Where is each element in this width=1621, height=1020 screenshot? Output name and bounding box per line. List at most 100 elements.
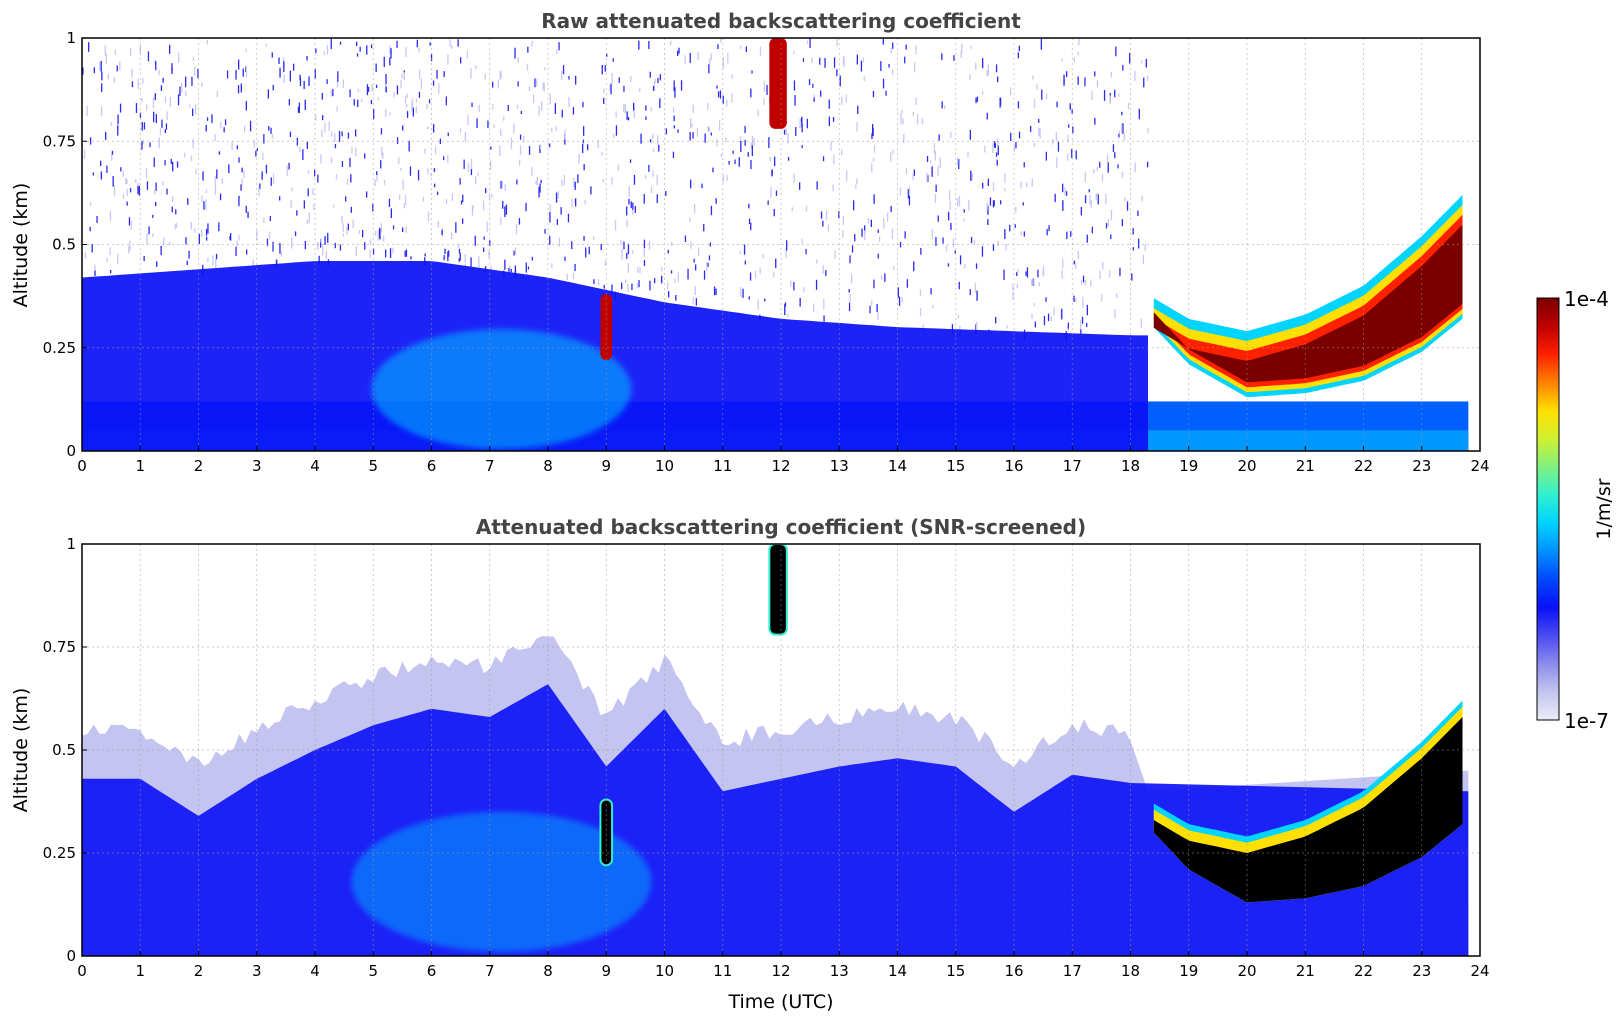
noise-speck (272, 85, 274, 91)
noise-speck (584, 199, 586, 205)
noise-speck (739, 251, 741, 255)
noise-speck (296, 210, 298, 216)
x-tick-label: 16 (1004, 457, 1023, 475)
noise-speck (289, 131, 292, 138)
noise-speck (640, 133, 642, 144)
noise-speck (385, 74, 387, 85)
noise-speck (245, 66, 248, 77)
noise-speck (1090, 279, 1092, 287)
noise-speck (791, 207, 793, 212)
noise-speck (950, 222, 952, 231)
noise-speck (667, 282, 669, 290)
noise-speck (892, 149, 894, 154)
noise-speck (695, 264, 697, 271)
noise-speck (915, 97, 917, 105)
colorbar-min-label: 1e-7 (1564, 709, 1609, 733)
noise-speck (1138, 238, 1140, 249)
noise-speck (1020, 181, 1022, 189)
noise-speck (492, 81, 494, 88)
noise-speck (823, 298, 825, 310)
noise-speck (648, 164, 650, 172)
noise-speck (218, 222, 220, 232)
noise-speck (324, 236, 326, 245)
noise-speck (767, 200, 769, 205)
noise-speck (643, 194, 645, 204)
x-tick-label: 4 (310, 457, 320, 475)
x-tick-label: 5 (368, 962, 378, 980)
noise-speck (627, 283, 629, 292)
noise-speck (901, 296, 903, 303)
noise-speck (130, 220, 132, 230)
noise-speck (757, 299, 759, 310)
noise-speck (793, 173, 795, 184)
noise-speck (648, 241, 651, 250)
noise-speck (261, 171, 263, 180)
noise-speck (751, 70, 753, 74)
noise-speck (899, 187, 902, 196)
noise-speck (1065, 191, 1068, 196)
noise-speck (130, 48, 132, 57)
noise-speck (1138, 108, 1140, 120)
noise-speck (659, 98, 661, 108)
noise-speck (611, 177, 613, 185)
noise-speck (474, 235, 476, 246)
noise-speck (956, 198, 959, 202)
noise-speck (508, 268, 510, 272)
noise-speck (1082, 296, 1084, 308)
noise-speck (138, 185, 140, 196)
noise-speck (692, 132, 694, 139)
noise-speck (1015, 141, 1017, 149)
noise-speck (941, 101, 943, 109)
noise-speck (849, 255, 851, 264)
noise-speck (448, 250, 450, 257)
noise-speck (1054, 193, 1056, 203)
noise-speck (253, 140, 255, 148)
noise-speck (244, 125, 246, 133)
noise-speck (891, 228, 894, 240)
noise-speck (604, 65, 606, 72)
noise-speck (643, 239, 646, 248)
noise-speck (158, 137, 160, 149)
noise-speck (932, 304, 934, 309)
noise-speck (516, 179, 518, 185)
noise-speck (84, 252, 86, 259)
noise-speck (141, 122, 143, 131)
noise-speck (656, 194, 658, 203)
noise-speck (710, 205, 713, 216)
noise-speck (464, 254, 466, 263)
noise-speck (1038, 282, 1040, 287)
noise-speck (185, 90, 187, 97)
noise-speck (105, 53, 107, 65)
noise-speck (279, 196, 281, 201)
noise-speck (433, 168, 436, 172)
noise-speck (117, 114, 119, 125)
noise-speck (268, 231, 271, 239)
noise-speck (120, 167, 122, 172)
noise-speck (813, 303, 815, 312)
noise-speck (443, 255, 445, 261)
noise-speck (897, 287, 899, 298)
noise-speck (950, 131, 952, 139)
colorbar-label: 1/m/sr (1593, 478, 1615, 539)
panel-title: Raw attenuated backscattering coefficien… (541, 9, 1021, 33)
noise-speck (483, 247, 485, 252)
noise-speck (262, 152, 264, 161)
noise-speck (549, 235, 551, 245)
noise-speck (1032, 75, 1034, 80)
noise-speck (412, 107, 414, 117)
noise-speck (374, 179, 376, 186)
noise-speck (1121, 123, 1123, 134)
noise-speck (1093, 169, 1095, 174)
noise-speck (531, 256, 533, 261)
noise-speck (540, 179, 542, 184)
noise-speck (515, 224, 518, 235)
boundary-layer (82, 261, 1148, 451)
noise-speck (628, 186, 630, 198)
noise-speck (1073, 260, 1075, 265)
noise-speck (403, 70, 405, 74)
noise-speck (806, 40, 809, 44)
noise-speck (690, 179, 692, 189)
noise-speck (759, 267, 761, 274)
noise-speck (926, 156, 929, 162)
noise-speck (373, 108, 375, 120)
